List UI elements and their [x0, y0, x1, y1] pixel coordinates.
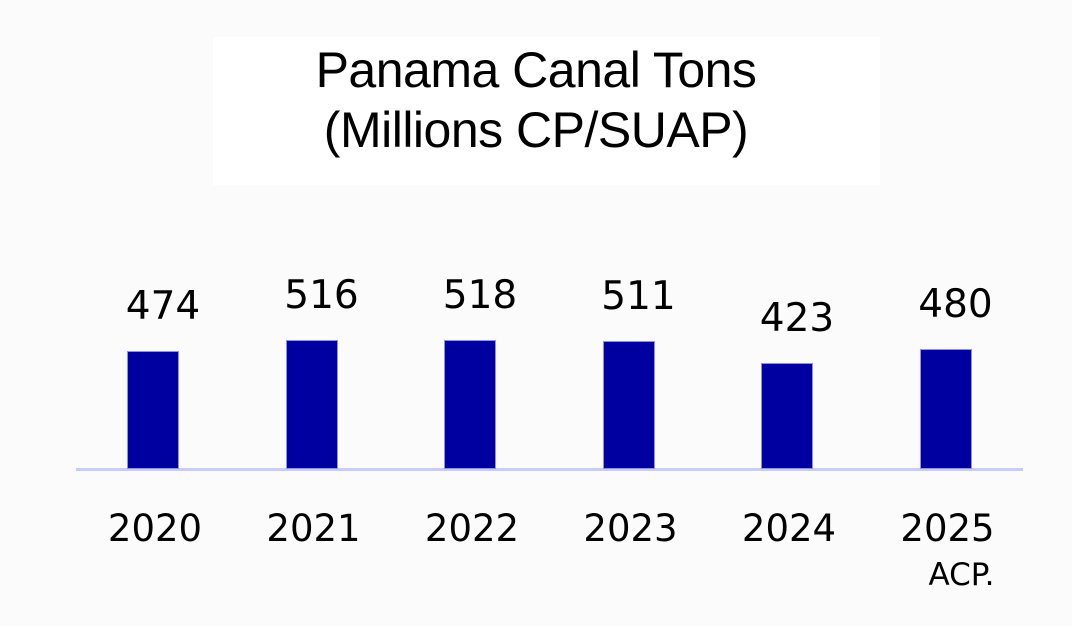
- source-note: ACP.: [928, 557, 995, 593]
- x-tick-2023: 2023: [583, 507, 678, 550]
- x-tick-2024: 2024: [741, 507, 837, 550]
- x-tick-2021: 2021: [266, 507, 361, 550]
- bar-2024: [761, 363, 813, 469]
- chart-subtitle: (Millions CP/SUAP): [323, 102, 749, 158]
- value-label-2024: 423: [759, 296, 835, 342]
- value-label-2023: 511: [601, 274, 676, 320]
- x-tick-2020: 2020: [107, 507, 203, 550]
- bar-2021: [285, 340, 338, 469]
- bar-2023: [602, 341, 655, 469]
- bar-2022: [444, 339, 496, 469]
- x-tick-2022: 2022: [424, 507, 520, 550]
- value-label-2025: 480: [918, 282, 993, 327]
- x-axis-line: [76, 468, 1023, 471]
- value-label-2022: 518: [442, 272, 518, 318]
- value-label-2021: 516: [284, 273, 359, 318]
- title-panel: [213, 37, 880, 185]
- x-tick-2025: 2025: [900, 507, 995, 550]
- value-label-2020: 474: [125, 283, 201, 329]
- chart-title: Panama Canal Tons: [315, 42, 757, 98]
- bar-2025: [919, 349, 972, 469]
- bar-2020: [127, 350, 179, 469]
